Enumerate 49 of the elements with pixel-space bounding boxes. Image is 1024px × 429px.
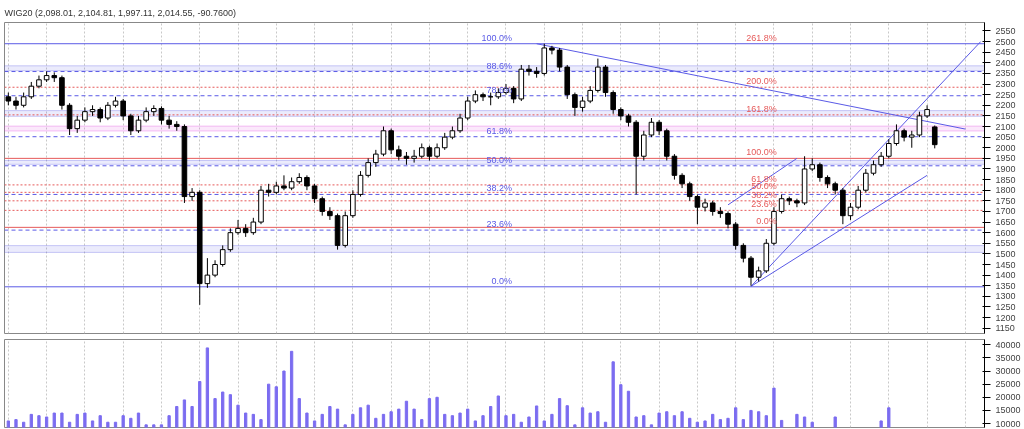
annotation: 200.0% bbox=[746, 76, 777, 87]
annotation: 61.8% bbox=[486, 125, 513, 136]
chart-title: WIG20 (2,098.01, 2,104.81, 1,997.11, 2,014.55, -90.7600) bbox=[4, 7, 236, 18]
y-tick-label: 2100 bbox=[995, 121, 1016, 132]
y-tick-label: 1550 bbox=[995, 238, 1016, 249]
y-tick-label: 2350 bbox=[995, 68, 1016, 79]
annotation: 261.8% bbox=[746, 32, 777, 43]
annotation: 23.6% bbox=[751, 199, 777, 210]
y-tick-label: 1500 bbox=[995, 248, 1016, 259]
y-tick-label: 2300 bbox=[995, 79, 1016, 90]
y-tick-label: 25000 bbox=[995, 379, 1021, 390]
y-tick-label: 1350 bbox=[995, 280, 1016, 291]
y-tick-label: 1450 bbox=[995, 259, 1016, 270]
y-tick-label: 2500 bbox=[995, 36, 1016, 47]
y-tick-label: 2150 bbox=[995, 110, 1016, 121]
y-tick-label: 1900 bbox=[995, 163, 1016, 174]
y-tick-label: 1800 bbox=[995, 185, 1016, 196]
annotation: 0.0% bbox=[491, 275, 513, 286]
y-tick-label: 10000 bbox=[995, 418, 1021, 429]
annotation: 38.2% bbox=[751, 189, 777, 200]
y-tick-label: 1950 bbox=[995, 153, 1016, 164]
y-tick-label: 35000 bbox=[995, 352, 1021, 363]
y-tick-label: 1700 bbox=[995, 206, 1016, 217]
y-tick-label: 1400 bbox=[995, 270, 1016, 281]
y-tick-label: 1200 bbox=[995, 312, 1016, 323]
annotation: 88.6% bbox=[486, 60, 513, 71]
annotation: 100.0% bbox=[746, 147, 777, 158]
y-tick-label: 1650 bbox=[995, 217, 1016, 228]
y-tick-label: 2200 bbox=[995, 100, 1016, 111]
y-tick-label: 15000 bbox=[995, 405, 1021, 416]
y-tick-label: 1150 bbox=[995, 323, 1015, 334]
annotation: 38.2% bbox=[486, 183, 513, 194]
annotation: 161.8% bbox=[746, 103, 777, 114]
y-tick-label: 1250 bbox=[995, 301, 1016, 312]
y-tick-label: 1750 bbox=[995, 195, 1016, 206]
y-tick-label: 2250 bbox=[995, 89, 1016, 100]
y-tick-label: 2550 bbox=[995, 25, 1016, 36]
annotation: 100.0% bbox=[481, 32, 513, 43]
y-tick-label: 1600 bbox=[995, 227, 1016, 238]
y-tick-label: 1850 bbox=[995, 174, 1016, 185]
y-tick-label: 2400 bbox=[995, 57, 1016, 68]
annotation: 23.6% bbox=[486, 219, 513, 230]
y-tick-label: 20000 bbox=[995, 392, 1021, 403]
y-tick-label: 2050 bbox=[995, 132, 1016, 143]
y-tick-label: 40000 bbox=[995, 339, 1021, 350]
y-tick-label: 2000 bbox=[995, 142, 1016, 153]
y-tick-label: 1300 bbox=[995, 291, 1016, 302]
y-tick-label: 2450 bbox=[995, 47, 1016, 58]
y-tick-label: 30000 bbox=[995, 366, 1021, 377]
